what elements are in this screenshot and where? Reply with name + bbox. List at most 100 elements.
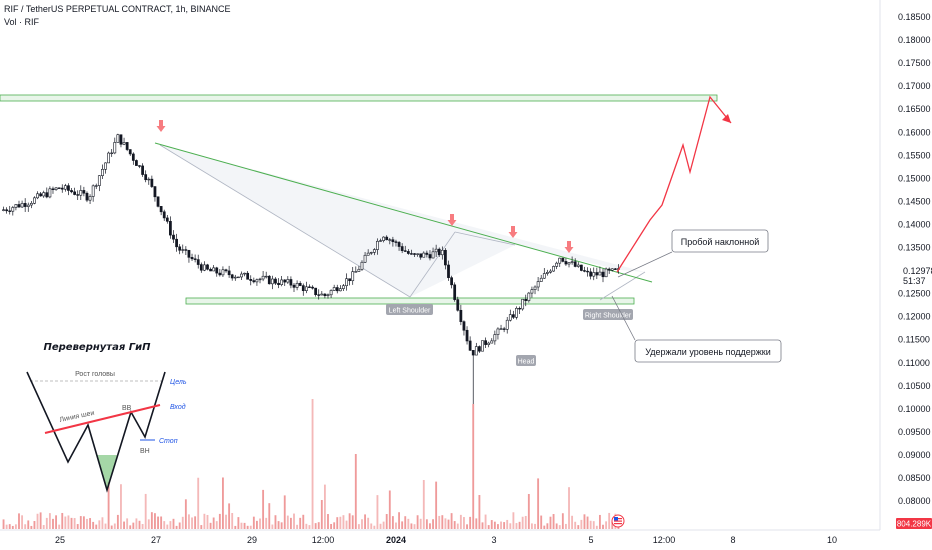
price-tick-label: 0.09500	[898, 427, 931, 437]
candle	[199, 264, 203, 271]
candle	[94, 185, 98, 187]
candle	[153, 186, 157, 198]
candle	[462, 321, 466, 331]
volume-bar	[577, 525, 580, 529]
volume-bar	[314, 523, 317, 529]
candle	[252, 280, 256, 283]
time-axis[interactable]: 25 27 29 12:00 2024 3 5 12:00 8 10	[55, 535, 837, 545]
inset-neckline	[44, 404, 161, 434]
volume-bar	[129, 525, 132, 529]
volume-bar	[410, 523, 413, 529]
volume-bar	[370, 523, 373, 529]
volume-bar	[339, 516, 342, 529]
candle	[317, 294, 321, 296]
candle	[243, 272, 246, 275]
volume-bar	[21, 515, 24, 529]
flag-icon[interactable]	[611, 514, 625, 528]
candle	[539, 277, 543, 282]
candle	[369, 252, 373, 254]
candle	[382, 236, 385, 241]
candle	[165, 217, 169, 222]
candle	[45, 192, 49, 198]
volume-bar	[469, 516, 472, 529]
inset-bh-label: ВН	[140, 448, 150, 455]
time-tick-label: 3	[491, 535, 496, 545]
price-tick-label: 0.10500	[898, 381, 931, 391]
volume-bar	[561, 513, 564, 529]
price-tick-label: 0.12000	[898, 312, 931, 322]
volume-bar	[55, 515, 58, 529]
candle	[233, 276, 237, 279]
candle	[335, 287, 339, 292]
candle	[518, 307, 521, 310]
support-zone	[185, 297, 635, 305]
candle	[589, 271, 593, 277]
candle	[162, 211, 166, 219]
candle	[573, 261, 577, 267]
volume-bar	[286, 515, 289, 529]
left-shoulder-label: Left Shoulder	[386, 304, 433, 315]
volume-bar	[178, 522, 181, 529]
support-callout[interactable]: Удержали уровень поддержки	[634, 339, 782, 363]
volume-bar	[206, 514, 209, 529]
svg-text:Right Shoulder: Right Shoulder	[585, 313, 632, 320]
volume-bar	[157, 516, 159, 529]
candle	[101, 168, 104, 177]
volume-bar	[583, 514, 586, 529]
volume-bar	[484, 514, 487, 529]
volume-bar	[540, 515, 543, 529]
price-axis[interactable]: 0.18500 0.18000 0.17500 0.17000 0.16500 0.160…	[898, 12, 931, 529]
volume-bar	[503, 522, 506, 529]
price-tick-label: 0.12500	[898, 289, 931, 299]
candle	[487, 342, 491, 345]
candle	[70, 190, 73, 193]
volume-bar	[500, 521, 502, 529]
volume-bar	[18, 513, 20, 529]
volume-bar	[252, 516, 255, 529]
volume-bar	[537, 478, 540, 529]
candle	[533, 286, 537, 290]
volume-bar	[395, 522, 397, 529]
candle	[150, 178, 154, 187]
candle	[552, 266, 555, 272]
candle	[255, 279, 259, 283]
volume-bar	[249, 525, 252, 529]
candle	[119, 134, 123, 145]
volume-bar	[586, 516, 589, 529]
candle	[88, 196, 92, 201]
candle	[419, 253, 423, 258]
arrow-markers	[156, 120, 574, 253]
candle	[289, 279, 293, 286]
volume-bar	[478, 495, 481, 529]
candle	[42, 192, 46, 197]
volume-bar	[404, 516, 407, 529]
candle	[360, 261, 364, 270]
volume-bar	[320, 500, 323, 529]
volume-bar	[398, 512, 400, 529]
candle	[499, 328, 503, 330]
volume-bar	[515, 523, 518, 529]
volume-bar	[67, 515, 70, 529]
volume-bar	[487, 525, 490, 529]
candle	[11, 207, 15, 212]
candle	[329, 290, 333, 296]
price-tick-label: 0.09000	[898, 450, 931, 460]
candle	[391, 239, 395, 243]
volume-bar	[27, 520, 30, 529]
price-tick-label: 0.08500	[898, 473, 931, 483]
candle	[125, 142, 129, 150]
pattern-edge-2	[409, 231, 456, 298]
volume-indicator-label: Vol · RIF	[4, 17, 40, 27]
breakout-callout[interactable]: Пробой наклонной	[671, 229, 769, 253]
volume-bar	[419, 518, 422, 529]
volume-bar	[169, 521, 172, 529]
volume-bar	[296, 524, 299, 529]
arrow-marker	[447, 214, 457, 226]
volume-bar	[150, 512, 153, 529]
candle	[91, 185, 95, 197]
time-tick-label: 5	[588, 535, 593, 545]
volume-bar	[79, 516, 82, 529]
volume-bar	[42, 525, 45, 529]
candle	[502, 328, 506, 330]
